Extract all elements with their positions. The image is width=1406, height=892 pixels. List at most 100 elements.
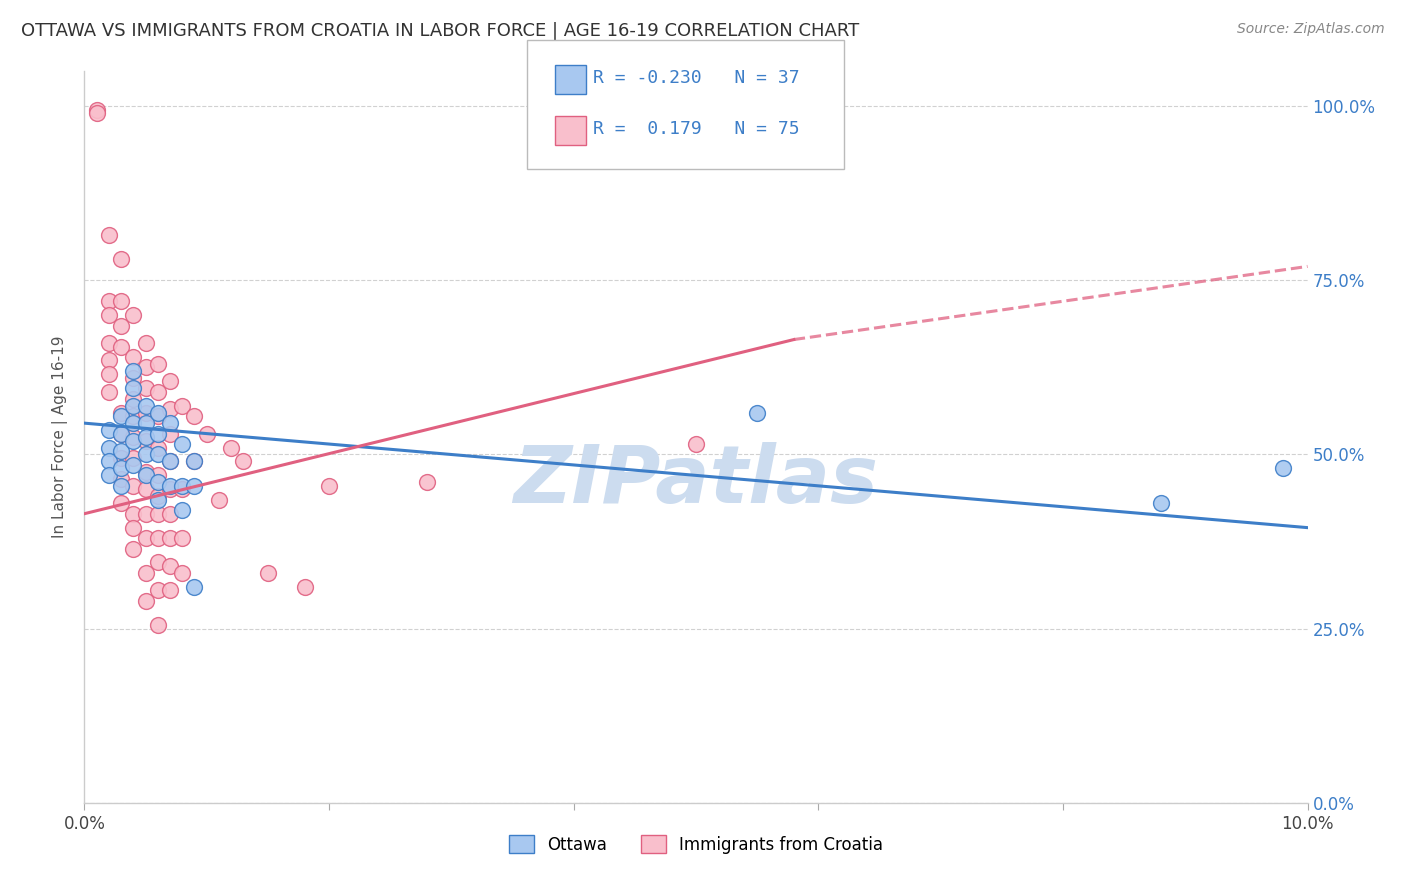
Point [122,350,145,364]
Point [122,308,145,322]
Point [97,468,120,483]
Point [135,434,157,448]
Point [135,594,157,608]
Point [146,468,169,483]
Text: R =  0.179   N = 75: R = 0.179 N = 75 [593,120,800,138]
Point [135,416,157,430]
Point [97,441,120,455]
Point [219,441,242,455]
Text: ZIPatlas: ZIPatlas [513,442,879,520]
Point [122,364,145,378]
Point [97,308,120,322]
Point [1150,496,1173,510]
Point [135,468,157,483]
Point [146,556,169,570]
Point [135,483,157,497]
Point [135,566,157,580]
Point [110,444,132,458]
Point [110,461,132,475]
Point [146,384,169,399]
Point [110,426,132,441]
Point [183,409,205,424]
Point [146,489,169,503]
Point [183,454,205,468]
Point [122,458,145,472]
Point [159,375,181,389]
Point [122,371,145,385]
Point [122,430,145,444]
Point [110,339,132,353]
Point [122,409,145,424]
Point [135,381,157,395]
Point [122,450,145,465]
Point [146,492,169,507]
Point [135,507,157,521]
Point [86,106,108,120]
Point [159,416,181,430]
Point [159,479,181,493]
Point [159,454,181,468]
Point [146,583,169,598]
Point [172,483,194,497]
Point [159,426,181,441]
Point [135,406,157,420]
Point [135,448,157,462]
Point [135,360,157,375]
Text: OTTAWA VS IMMIGRANTS FROM CROATIA IN LABOR FORCE | AGE 16-19 CORRELATION CHART: OTTAWA VS IMMIGRANTS FROM CROATIA IN LAB… [21,22,859,40]
Point [172,479,194,493]
Point [110,409,132,424]
Point [135,336,157,351]
Point [97,454,120,468]
Text: R = -0.230   N = 37: R = -0.230 N = 37 [593,70,800,87]
Point [146,406,169,420]
Point [135,430,157,444]
Point [122,507,145,521]
Point [146,448,169,462]
Point [172,531,194,545]
Point [122,416,145,430]
Point [110,406,132,420]
Point [97,423,120,437]
Point [146,618,169,632]
Point [183,454,205,468]
Point [146,475,169,490]
Point [172,503,194,517]
Point [159,507,181,521]
Point [97,294,120,309]
Point [208,492,231,507]
Point [135,399,157,413]
Point [294,580,316,594]
Point [183,479,205,493]
Point [172,437,194,451]
Point [159,558,181,573]
Point [122,381,145,395]
Point [122,399,145,413]
Point [97,353,120,368]
Point [110,472,132,486]
Point [232,454,254,468]
Point [135,465,157,479]
Y-axis label: In Labor Force | Age 16-19: In Labor Force | Age 16-19 [52,335,69,539]
Point [685,437,707,451]
Point [122,479,145,493]
Point [172,399,194,413]
Point [122,521,145,535]
Point [146,357,169,371]
Point [159,483,181,497]
Point [97,368,120,382]
Point [86,103,108,117]
Point [110,252,132,267]
Point [183,580,205,594]
Point [159,531,181,545]
Point [110,294,132,309]
Point [122,541,145,556]
Point [257,566,280,580]
Point [122,392,145,406]
Point [110,426,132,441]
Point [146,426,169,441]
Point [146,507,169,521]
Point [159,454,181,468]
Point [159,402,181,417]
Point [1272,461,1295,475]
Legend: Ottawa, Immigrants from Croatia: Ottawa, Immigrants from Croatia [502,829,890,860]
